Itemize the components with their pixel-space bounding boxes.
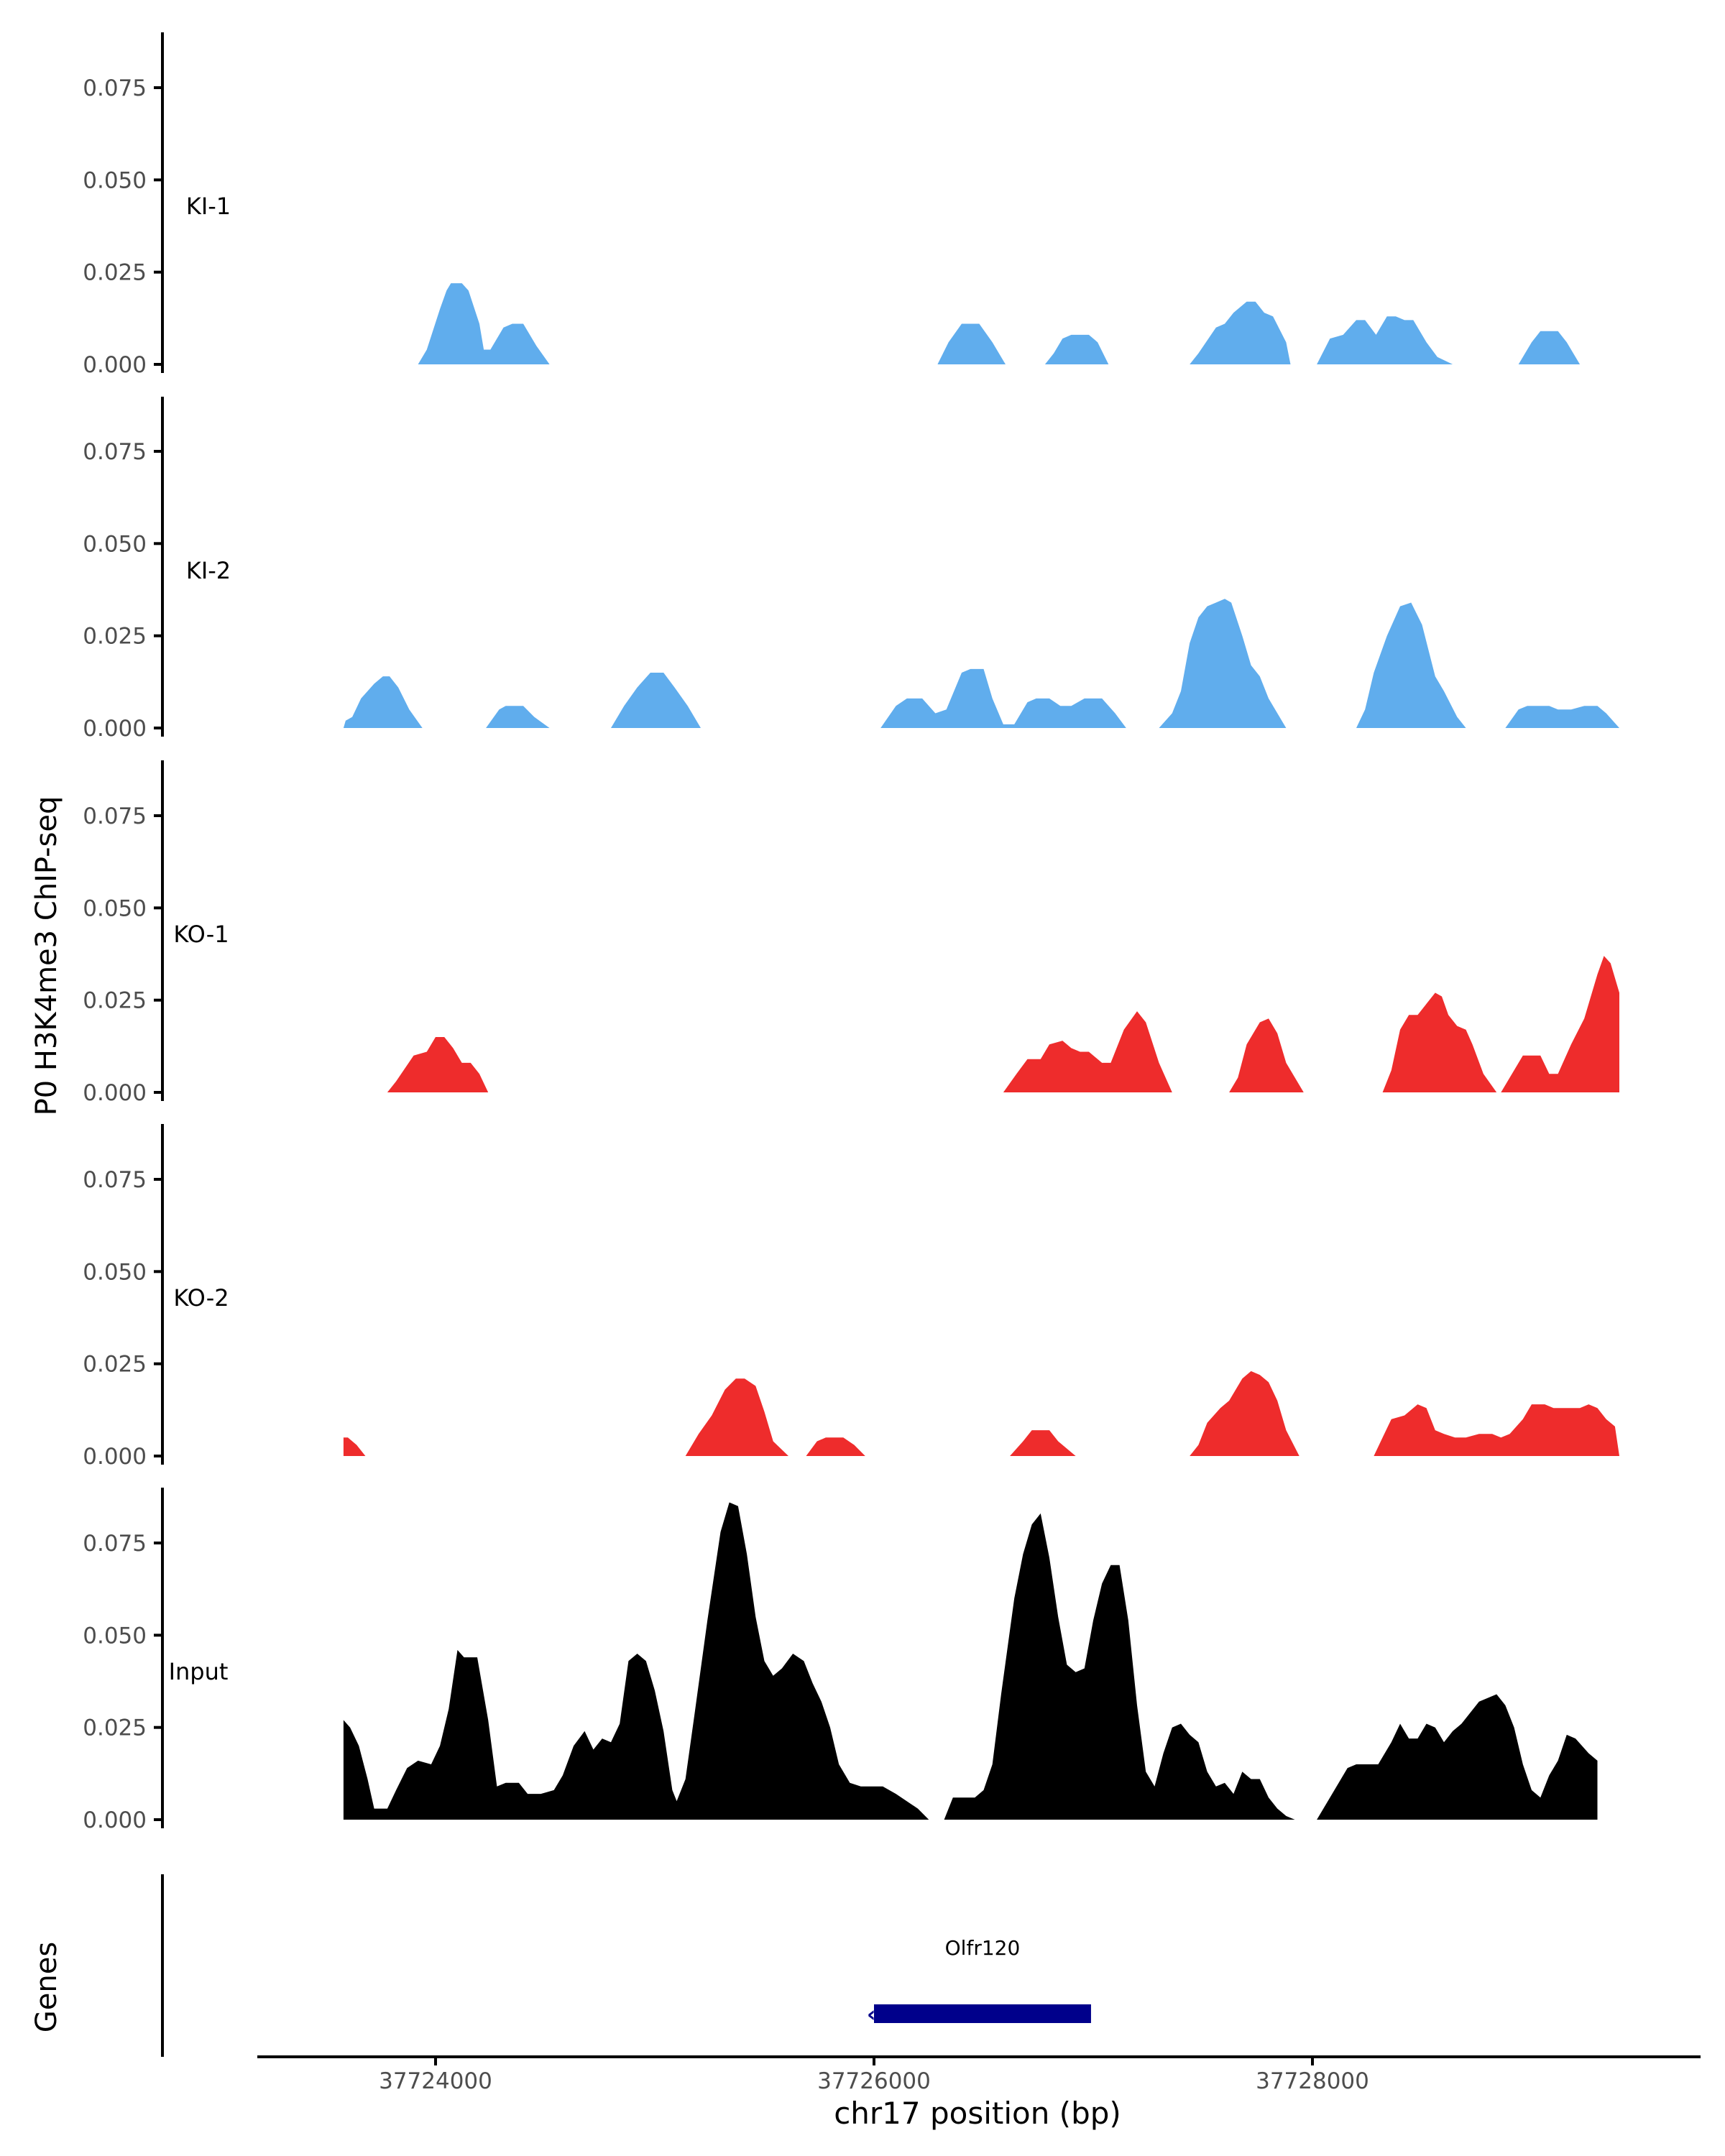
signal-area-ko-2-6 [1374, 1404, 1619, 1456]
signal-area-ko-2-5 [1190, 1370, 1300, 1456]
signal-area-ki-1-5 [1317, 316, 1453, 364]
gene-panel: ‹ Olfr120 [161, 1874, 1091, 2057]
signal-area-ko-2-4 [1010, 1430, 1076, 1456]
x-tick-label: 37724000 [379, 2068, 492, 2094]
signal-area-ki-1-6 [1518, 331, 1581, 364]
signal-area-ko-2-3 [806, 1437, 865, 1456]
y-tick-label: 0.075 [83, 75, 147, 101]
signal-area-ki-2-5 [1159, 599, 1287, 728]
signal-area-ko-2-1 [343, 1437, 366, 1456]
gene-strand-glyph: ‹ [867, 2002, 875, 2027]
y-tick-label: 0.000 [83, 716, 147, 742]
y-tick-label: 0.025 [83, 1715, 147, 1741]
y-tick-label: 0.000 [83, 352, 147, 378]
x-axis-title: chr17 position (bp) [834, 2096, 1121, 2131]
signal-area-ki-2-7 [1505, 706, 1619, 728]
track-panel-ki-1: 0.000 0.025 0.050 0.075 KI-1 [83, 32, 1581, 378]
y-tick-label: 0.025 [83, 988, 147, 1014]
track-panel-ko-1: 0.000 0.025 0.050 0.075 KO-1 [83, 760, 1619, 1106]
signal-area-ko-1-4 [1382, 992, 1497, 1092]
y-tick-label: 0.025 [83, 260, 147, 286]
x-tick-label: 37728000 [1256, 2068, 1369, 2094]
signal-area-ki-1-4 [1190, 301, 1291, 364]
signal-area-ki-2-1 [343, 676, 423, 728]
y-tick-label: 0.075 [83, 803, 147, 829]
gene-body-olfr120 [874, 2004, 1091, 2023]
x-tick-label: 37726000 [817, 2068, 931, 2094]
y-tick-label: 0.050 [83, 895, 147, 921]
signal-area-input-1 [343, 1502, 944, 1820]
y-tick-label: 0.075 [83, 1167, 147, 1193]
signal-area-ki-2-2 [486, 706, 550, 728]
track-label: KI-2 [186, 557, 231, 584]
tracks-layer: 0.0000.0250.0500.075KI-10.0000.0250.0500… [83, 32, 1619, 1833]
genes-panel-title: Genes [30, 1942, 63, 2032]
y-tick-label: 0.075 [83, 1531, 147, 1557]
track-panel-input: 0.000 0.025 0.050 0.075 Input [83, 1488, 1598, 1833]
signal-area-ko-1-2 [1003, 1011, 1172, 1092]
y-tick-label: 0.050 [83, 1623, 147, 1649]
track-panel-ki-2: 0.000 0.025 0.050 0.075 KI-2 [83, 397, 1619, 742]
signal-area-ko-2-2 [685, 1378, 788, 1456]
track-label: Input [169, 1658, 229, 1685]
y-tick-label: 0.075 [83, 439, 147, 465]
signal-area-input-2 [944, 1513, 1598, 1820]
signal-area-ki-2-4 [880, 668, 1126, 728]
y-tick-label: 0.050 [83, 531, 147, 557]
y-tick-label: 0.025 [83, 1352, 147, 1378]
signal-area-ko-1-1 [387, 1037, 489, 1092]
signal-area-ki-1-3 [1044, 334, 1109, 364]
track-panel-ko-2: 0.000 0.025 0.050 0.075 KO-2 [83, 1124, 1619, 1470]
track-label: KI-1 [186, 193, 231, 220]
x-axis: 37724000 37726000 37728000 [257, 2055, 1701, 2094]
y-tick-label: 0.025 [83, 624, 147, 650]
y-tick-label: 0.000 [83, 1444, 147, 1470]
gene-label: Olfr120 [945, 1936, 1021, 1960]
signal-area-ko-1-5 [1501, 956, 1619, 1092]
signal-area-ki-2-6 [1356, 602, 1466, 728]
y-axis-title: P0 H3K4me3 ChIP-seq [30, 796, 63, 1116]
track-label: KO-1 [173, 921, 229, 948]
signal-area-ko-1-3 [1229, 1018, 1304, 1092]
track-label: KO-2 [173, 1284, 229, 1312]
y-tick-label: 0.000 [83, 1807, 147, 1833]
signal-area-ki-1-2 [937, 323, 1006, 364]
y-tick-label: 0.000 [83, 1080, 147, 1106]
signal-area-ki-2-3 [611, 673, 701, 728]
y-tick-label: 0.050 [83, 167, 147, 193]
y-tick-label: 0.050 [83, 1259, 147, 1285]
signal-area-ki-1-1 [418, 283, 550, 364]
